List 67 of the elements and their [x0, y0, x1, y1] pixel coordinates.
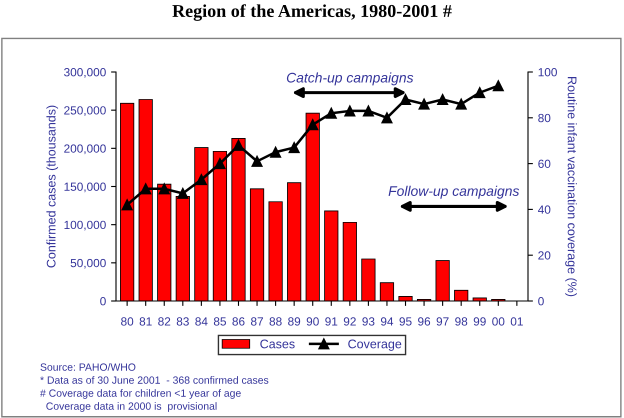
- x-tick-label: 01: [510, 317, 523, 326]
- x-tick-label: 98: [455, 317, 468, 326]
- point: [196, 174, 207, 186]
- text: Coverage data in 2000 is provisional: [46, 402, 216, 412]
- x-tick-label: 84: [195, 317, 208, 326]
- annotation: Catch-up campaigns: [286, 72, 414, 86]
- x-tick-label: 86: [232, 317, 245, 326]
- x-tick-label: 85: [214, 317, 226, 326]
- point: [326, 108, 337, 119]
- point: [344, 105, 356, 116]
- x-tick-label: 83: [176, 317, 189, 326]
- point: [307, 119, 318, 130]
- x-tick-label: 88: [270, 317, 282, 326]
- x-tick-label: 89: [288, 317, 300, 326]
- point: [400, 94, 412, 106]
- x-tick-label: 81: [140, 317, 152, 326]
- legend-label: Coverage: [348, 340, 402, 351]
- x-tick-label: 94: [380, 317, 394, 326]
- x-tick-label: 99: [474, 317, 486, 326]
- x-tick-label: 97: [436, 317, 449, 326]
- y2-tick-label: 60: [538, 160, 550, 168]
- text: * Data as of 30 June 2001 - 368 confirmed cases: [40, 376, 268, 384]
- x-tick-label: 80: [121, 317, 134, 326]
- y-tick-label: 250,000: [64, 106, 106, 116]
- x-tick-label: 96: [418, 317, 430, 326]
- point: [177, 188, 188, 199]
- x-tick-label: 92: [344, 317, 356, 326]
- x-tick-label: 95: [400, 317, 412, 326]
- point: [288, 142, 300, 154]
- text: # Coverage data for children <1 year of age: [40, 389, 241, 399]
- x-tick-label: 00: [492, 317, 504, 326]
- y2-tick-label: 80: [538, 114, 550, 122]
- chart-title: Region of the Americas, 1980-2001 #: [172, 4, 452, 21]
- y2-tick-label: 20: [538, 251, 550, 260]
- point: [362, 105, 374, 116]
- legend-label: Cases: [260, 340, 295, 348]
- y-axis-title: Confirmed cases (thousands): [46, 106, 58, 268]
- point: [437, 94, 448, 106]
- point: [492, 80, 504, 92]
- y2-axis-title: Routine infant vaccination coverage (%): [565, 77, 577, 296]
- y-tick-label: 0: [100, 297, 106, 306]
- x-tick-label: 82: [158, 317, 170, 326]
- y-tick-label: 200,000: [64, 144, 106, 154]
- point: [214, 158, 226, 170]
- y-tick-label: 100,000: [64, 220, 106, 230]
- point: [232, 140, 244, 151]
- x-tick-label: 87: [250, 317, 264, 326]
- y-tick-label: 150,000: [64, 182, 106, 192]
- x-tick-label: 91: [325, 317, 338, 326]
- point: [418, 98, 430, 110]
- annotation: Follow-up campaigns: [388, 186, 520, 199]
- point: [251, 156, 263, 167]
- y-tick-label: 50,000: [70, 258, 106, 269]
- x-tick-label: 90: [306, 317, 319, 326]
- point: [474, 87, 486, 98]
- y2-tick-label: 100: [538, 68, 557, 76]
- y2-tick-label: 40: [538, 205, 550, 214]
- y2-tick-label: 0: [538, 297, 544, 306]
- point: [140, 183, 152, 194]
- source-note: Source: PAHO/WHO: [40, 363, 136, 371]
- point: [122, 199, 133, 210]
- point: [270, 146, 282, 158]
- x-tick-label: 93: [362, 317, 374, 326]
- point: [456, 98, 467, 110]
- point: [381, 112, 393, 124]
- y-tick-label: 300,000: [64, 68, 106, 78]
- point: [158, 183, 170, 194]
